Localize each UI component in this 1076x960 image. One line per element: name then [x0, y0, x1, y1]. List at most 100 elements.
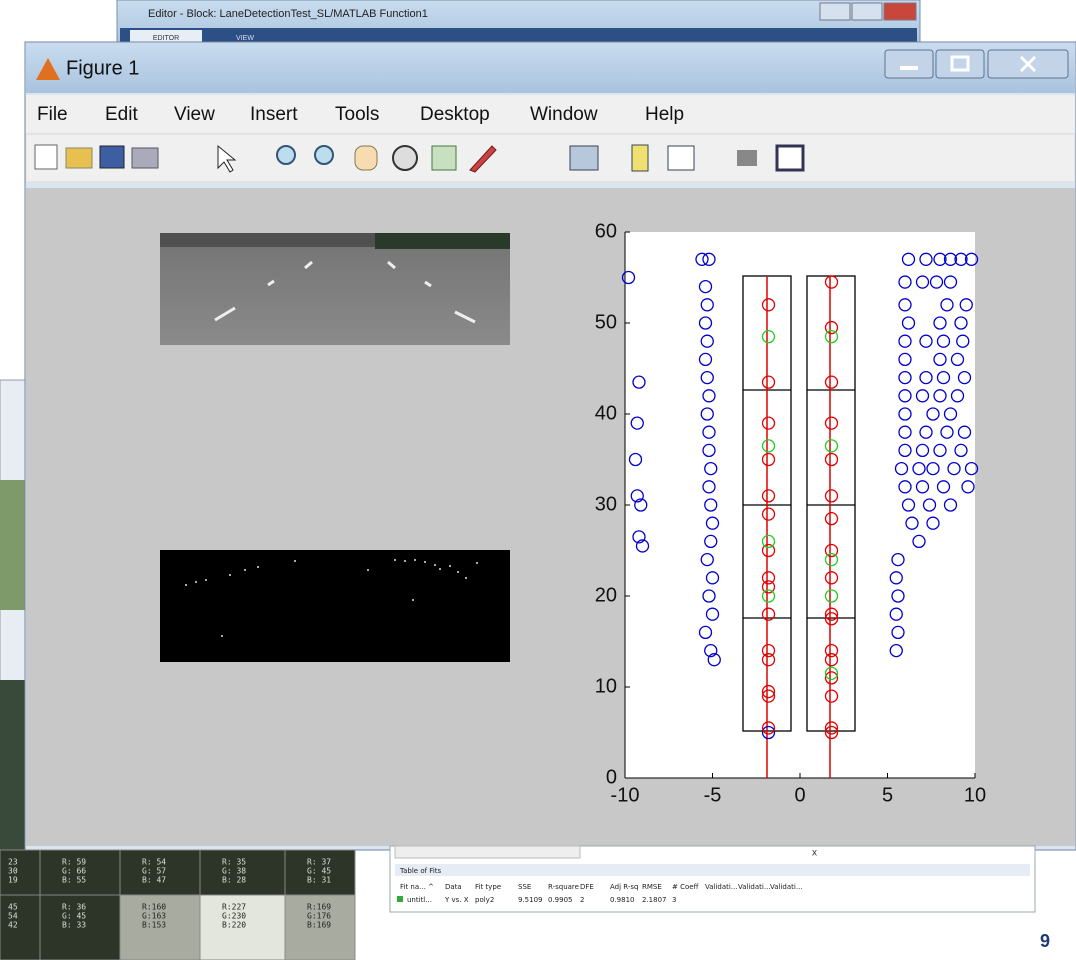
tool-hide[interactable]: [737, 150, 757, 166]
tool-rotate[interactable]: [393, 146, 417, 170]
x-tick-label: -10: [611, 784, 640, 806]
pixel-value: G: 45: [307, 867, 331, 876]
y-tick-label: 20: [595, 584, 617, 606]
pixel-value: 42: [8, 921, 18, 930]
tab-label: VIEW: [236, 35, 254, 42]
pixel-value: G: 38: [222, 867, 246, 876]
fits-close[interactable]: x: [812, 848, 817, 859]
y-tick-label: 30: [595, 493, 617, 515]
tool-datacursor[interactable]: [432, 146, 456, 170]
tool-show[interactable]: [777, 146, 803, 170]
menu-item[interactable]: Edit: [105, 104, 138, 125]
y-tick-label: 40: [595, 402, 617, 424]
page-number: 9: [1040, 931, 1050, 951]
x-tick-label: -5: [704, 784, 722, 806]
min-button[interactable]: [820, 3, 850, 20]
pixel-value: R:227: [222, 903, 246, 912]
y-tick-label: 10: [595, 675, 617, 697]
tool-legend[interactable]: [668, 146, 694, 170]
pixel-value: B:220: [222, 921, 246, 930]
menu: File Edit View Insert Tools Desktop Window Help: [37, 104, 684, 125]
minimize-button[interactable]: [885, 50, 933, 78]
fits-header: Validati...: [738, 883, 771, 891]
edge-image: [160, 550, 510, 662]
pixel-value: B: 33: [62, 921, 86, 930]
x-tick-label: 10: [964, 784, 986, 806]
fits-cell: 3: [672, 896, 676, 904]
tool-new[interactable]: [35, 145, 57, 169]
tool-pan[interactable]: [355, 146, 377, 170]
pixel-value: 54: [8, 912, 18, 921]
menu-item[interactable]: Help: [645, 104, 684, 125]
figure-window: Figure 1 File Edit View Insert Tools Desktop W…: [25, 42, 1076, 850]
editor-title: Editor - Block: LaneDetectionTest_SL/MAT…: [148, 8, 428, 20]
pixel-value: B: 55: [62, 876, 86, 885]
road-image: [160, 233, 510, 345]
pixel-value: R: 36: [62, 903, 86, 912]
fits-cell: poly2: [475, 896, 494, 904]
pixel-value: B: 47: [142, 876, 166, 885]
fits-header: DFE: [580, 883, 594, 891]
pixel-value: B:153: [142, 921, 166, 930]
close-button[interactable]: [884, 3, 916, 20]
fits-header: # Coeff: [672, 883, 699, 891]
fits-header: SSE: [518, 883, 531, 891]
pixel-value: R:160: [142, 903, 166, 912]
pixel-value: B:169: [307, 921, 331, 930]
editor-window: Editor - Block: LaneDetectionTest_SL/MAT…: [117, 0, 920, 46]
fits-header: Validati...: [770, 883, 803, 891]
fits-header: R-square: [548, 883, 579, 891]
fits-cell: 9.5109: [518, 896, 543, 904]
tool-colorbar[interactable]: [632, 145, 648, 171]
fits-cell: 0.9905: [548, 896, 573, 904]
plot-area: [625, 232, 975, 778]
pixel-value: G: 66: [62, 867, 86, 876]
fits-cell: 2: [580, 896, 584, 904]
pixel-cell: [0, 895, 40, 960]
tool-link[interactable]: [570, 146, 598, 170]
toolbar: [26, 134, 1075, 182]
menu-item[interactable]: File: [37, 104, 68, 125]
pixel-value: 30: [8, 867, 18, 876]
pixel-cell: [0, 850, 40, 895]
pixel-value: R: 37: [307, 858, 331, 867]
tool-zoom-out[interactable]: [315, 146, 333, 164]
pixel-value: G:230: [222, 912, 246, 921]
menu-item[interactable]: Window: [530, 104, 598, 125]
pixel-value: 19: [8, 876, 18, 885]
menu-item[interactable]: Tools: [335, 104, 379, 125]
tool-save[interactable]: [100, 146, 124, 168]
figure-title: Figure 1: [66, 57, 139, 79]
minimize-glyph: [900, 66, 918, 70]
fits-cell: 0.9810: [610, 896, 635, 904]
side-cells: [0, 680, 25, 850]
fit-icon: [397, 896, 403, 902]
side-image: [0, 480, 25, 610]
fits-title-bar: [395, 864, 1030, 876]
fits-header: RMSE: [642, 883, 662, 891]
fits-header: Fit na... ^: [400, 883, 434, 891]
pixel-value: R: 54: [142, 858, 166, 867]
tool-zoom-in[interactable]: [277, 146, 295, 164]
pixel-value: G: 45: [62, 912, 86, 921]
fits-cell: 2.1807: [642, 896, 667, 904]
pixel-value: B: 28: [222, 876, 246, 885]
pixel-value: R:169: [307, 903, 331, 912]
menu-item[interactable]: Insert: [250, 104, 298, 125]
road-trees: [375, 233, 510, 249]
max-button[interactable]: [852, 3, 882, 20]
fits-header: Data: [445, 883, 462, 891]
x-tick-label: 0: [794, 784, 805, 806]
tool-print[interactable]: [132, 148, 158, 168]
pixel-value: R: 59: [62, 858, 86, 867]
screen: Editor - Block: LaneDetectionTest_SL/MAT…: [0, 0, 1076, 960]
maximize-button[interactable]: [936, 50, 984, 78]
y-tick-label: 60: [595, 220, 617, 242]
fits-header: Fit type: [475, 883, 501, 891]
menu-item[interactable]: Desktop: [420, 104, 490, 125]
tool-open[interactable]: [66, 148, 92, 168]
menu-item[interactable]: View: [174, 104, 215, 125]
pixel-value: 23: [8, 858, 18, 867]
pixel-value: 45: [8, 903, 18, 912]
